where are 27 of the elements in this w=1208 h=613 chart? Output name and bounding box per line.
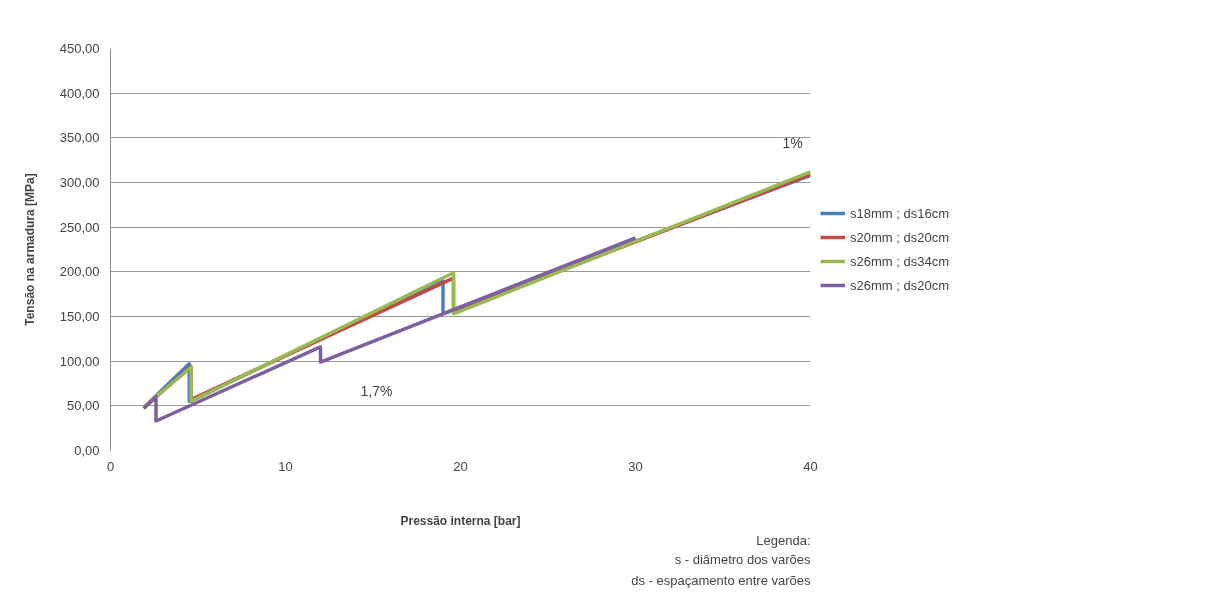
x-tick-label: 20 bbox=[453, 458, 468, 474]
y-tick-label: 250,00 bbox=[59, 219, 100, 235]
y-tick-label: 350,00 bbox=[59, 130, 100, 146]
annotation: 1% bbox=[782, 134, 803, 151]
x-tick-label: 10 bbox=[278, 458, 293, 474]
text: Legenda: bbox=[756, 532, 811, 548]
x-tick-label: 40 bbox=[803, 458, 818, 474]
legend-label: s18mm ; ds16cm bbox=[850, 205, 949, 221]
text: ds - espaçamento entre varões bbox=[631, 572, 811, 588]
legend-label: s26mm ; ds20cm bbox=[850, 277, 949, 293]
x-axis-title: Pressão interna [bar] bbox=[400, 513, 521, 528]
y-tick-label: 400,00 bbox=[59, 85, 100, 101]
line-series bbox=[142, 236, 638, 423]
text: s - diâmetro dos varões bbox=[674, 551, 811, 567]
x-tick-label: 0 bbox=[106, 458, 115, 474]
y-tick-label: 150,00 bbox=[59, 309, 100, 324]
y-tick-label: 50,00 bbox=[66, 398, 100, 414]
annotation: 1,7% bbox=[360, 382, 393, 399]
y-tick-label: 450,00 bbox=[59, 41, 100, 56]
x-tick-label: 30 bbox=[628, 458, 643, 474]
legend-label: s26mm ; ds34cm bbox=[850, 253, 949, 269]
y-tick-label: 0,00 bbox=[74, 443, 100, 458]
legend-label: s20mm ; ds20cm bbox=[850, 229, 949, 245]
y-tick-label: 300,00 bbox=[59, 175, 100, 190]
y-axis-title: Tensão na armadura [MPa] bbox=[22, 173, 37, 326]
y-tick-label: 100,00 bbox=[59, 353, 100, 369]
y-tick-label: 200,00 bbox=[59, 264, 100, 280]
